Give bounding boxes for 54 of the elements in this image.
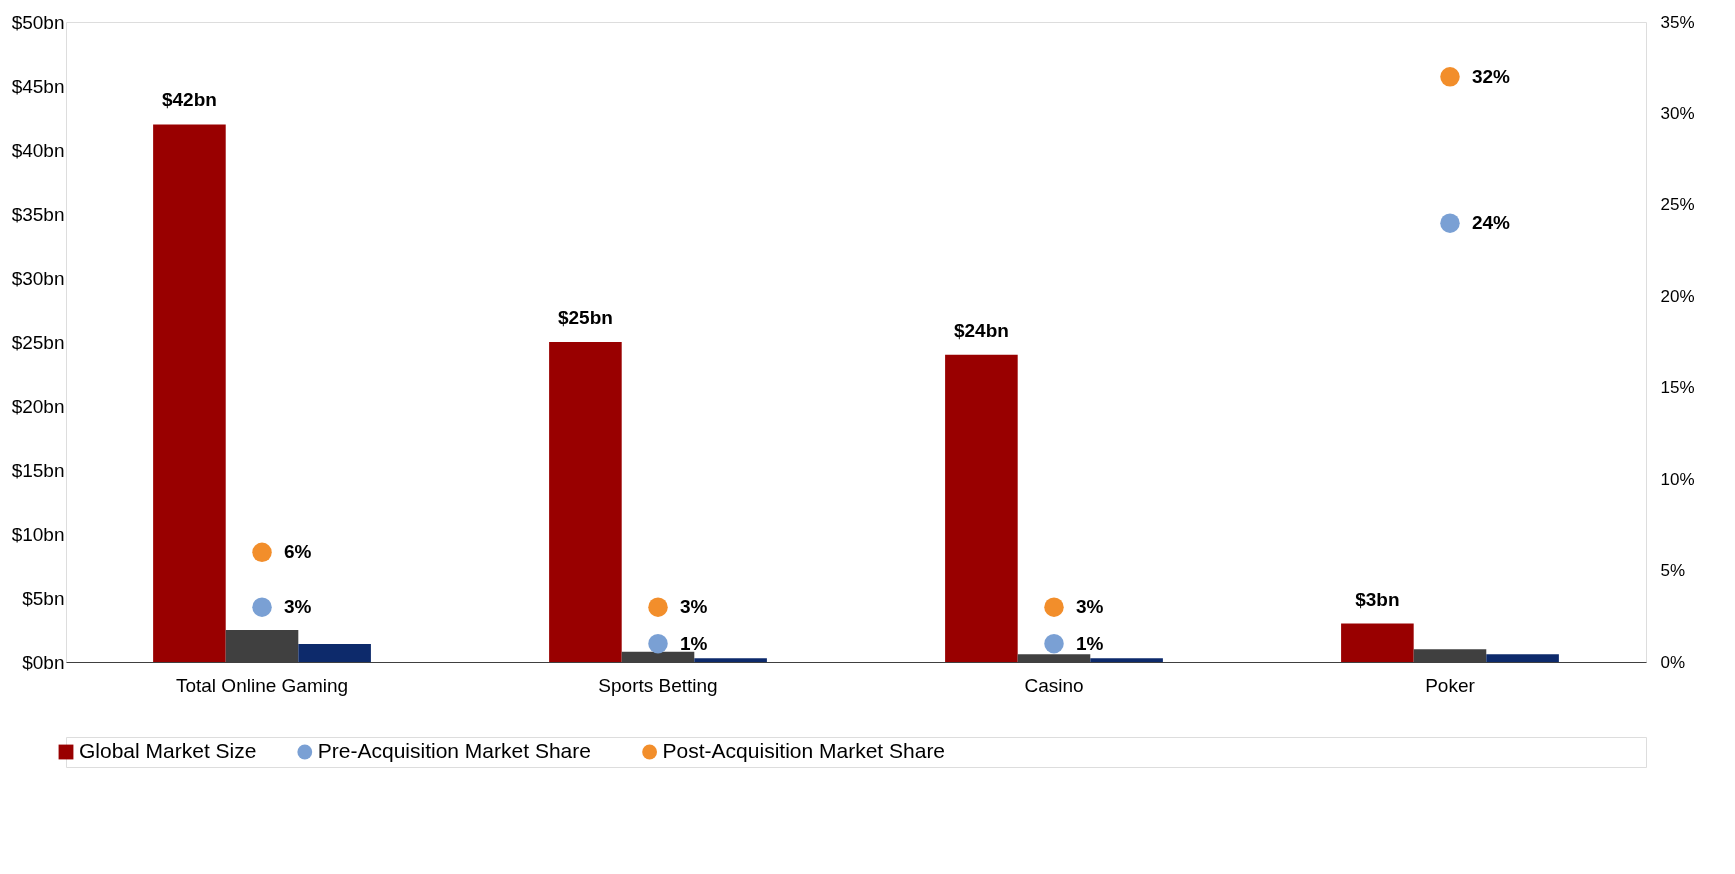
point [1440,67,1460,87]
data-label: 6% [284,541,312,563]
bar [153,124,226,662]
y2-tick-label: 10% [1660,469,1695,489]
point [648,633,668,654]
y2-tick-label: 20% [1660,286,1695,306]
y-tick-label: $30bn [11,267,65,289]
bar [694,658,767,662]
bar [1486,654,1559,662]
data-label: $24bn [953,319,1009,341]
y2-tick-label: 35% [1660,12,1695,32]
legend-label: Pre-Acquisition Market Share [317,739,591,762]
y-tick-label: $35bn [11,203,65,225]
bar [1090,658,1163,662]
point [648,597,668,617]
y2-tick-label: 5% [1660,561,1686,581]
legend-label: Post-Acquisition Market Share [662,739,946,762]
x-tick-label: Sports Betting [598,674,718,696]
bar [549,342,622,662]
y-tick-label: $45bn [11,75,65,97]
point [1440,213,1460,233]
data-label: 32% [1471,65,1511,87]
data-label: 1% [680,632,708,654]
y-tick-label: $5bn [22,587,65,609]
y-tick-label: $20bn [11,395,65,417]
bar [1341,623,1414,662]
y-tick-label: $10bn [11,523,65,545]
data-label: 3% [1075,596,1104,618]
data-label: 3% [680,596,708,618]
x-tick-label: Casino [1024,674,1084,696]
y-tick-label: $25bn [11,331,65,353]
y-tick-label: $40bn [11,139,65,161]
y2-tick-label: 25% [1660,195,1695,215]
point [252,542,272,563]
y-tick-label: $0bn [22,651,65,673]
point [1044,597,1064,617]
y-tick-label: $50bn [11,11,65,33]
data-label: 1% [1075,632,1104,654]
data-label: $3bn [1355,588,1400,610]
data-label: $25bn [557,307,613,328]
bar [945,354,1018,662]
data-label: $42bn [161,89,217,111]
y2-tick-label: 0% [1660,652,1686,672]
x-tick-label: Poker [1425,674,1476,696]
data-label: 24% [1471,212,1511,234]
bar [298,644,371,662]
data-label: 3% [284,596,312,618]
point [252,597,272,617]
point [1044,633,1064,654]
y2-tick-label: 30% [1660,103,1695,123]
x-tick-label: Total Online Gaming [175,674,349,696]
y2-tick-label: 15% [1660,378,1695,398]
y-tick-label: $15bn [11,459,65,481]
legend-label: Global Market Size [79,739,257,762]
